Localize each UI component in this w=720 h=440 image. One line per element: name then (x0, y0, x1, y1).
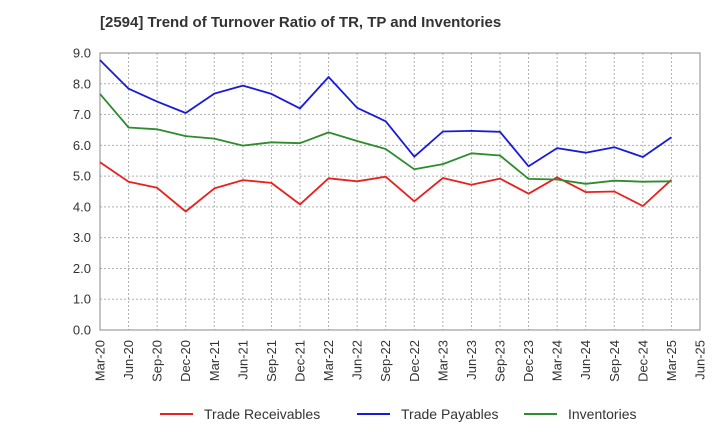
y-tick-label: 4.0 (73, 199, 91, 214)
legend: Trade Receivables Trade Payables Inventori… (160, 406, 636, 422)
x-tick-label: Mar-21 (207, 340, 222, 381)
legend-label: Inventories (568, 406, 636, 422)
y-tick-label: 1.0 (73, 292, 91, 307)
x-tick-label: Jun-20 (121, 340, 136, 380)
y-tick-label: 6.0 (73, 138, 91, 153)
x-tick-label: Mar-24 (550, 340, 565, 381)
x-tick-label: Dec-23 (521, 340, 536, 382)
x-tick-label: Mar-22 (321, 340, 336, 381)
y-tick-label: 5.0 (73, 169, 91, 184)
x-tick-label: Dec-21 (293, 340, 308, 382)
series-line-2 (99, 93, 672, 185)
x-tick-label: Jun-25 (693, 340, 708, 380)
x-tick-label: Jun-24 (578, 340, 593, 380)
y-tick-label: 3.0 (73, 230, 91, 245)
x-tick-label: Sep-20 (150, 340, 165, 382)
x-tick-label: Dec-24 (635, 340, 650, 382)
x-tick-label: Mar-25 (664, 340, 679, 381)
plot-frame (99, 52, 701, 331)
chart-title: [2594] Trend of Turnover Ratio of TR, TP… (100, 14, 502, 31)
y-tick-label: 9.0 (73, 46, 91, 61)
x-tick-label: Sep-22 (378, 340, 393, 382)
y-tick-label: 0.0 (73, 323, 91, 338)
x-tick-label: Jun-23 (464, 340, 479, 380)
x-tick-label: Dec-20 (178, 340, 193, 382)
x-tick-label: Mar-23 (435, 340, 450, 381)
x-tick-label: Sep-23 (493, 340, 508, 382)
x-tick-label: Jun-22 (350, 340, 365, 380)
x-tick-label: Jun-21 (235, 340, 250, 380)
series-lines (99, 59, 673, 213)
y-tick-label: 8.0 (73, 76, 91, 91)
legend-label: Trade Payables (401, 406, 499, 422)
y-tick-label: 7.0 (73, 107, 91, 122)
axes: 0.0 1.0 2.0 3.0 4.0 5.0 6.0 7.0 8.0 9.0 Mar-20 Jun-… (73, 46, 708, 382)
series-line-0 (99, 161, 673, 213)
x-tick-label: Dec-22 (407, 340, 422, 382)
legend-label: Trade Receivables (204, 406, 320, 422)
y-tick-label: 2.0 (73, 261, 91, 276)
x-tick-label: Sep-24 (607, 340, 622, 382)
x-tick-label: Mar-20 (93, 340, 108, 381)
series-line-1 (99, 59, 672, 168)
x-tick-label: Sep-21 (264, 340, 279, 382)
